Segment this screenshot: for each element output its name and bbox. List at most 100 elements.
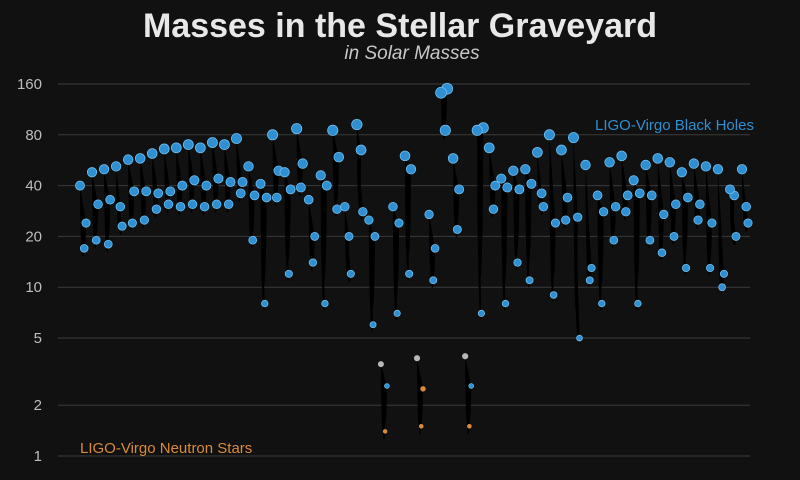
progenitor-b-point [151,204,162,214]
progenitor-a-point [285,184,296,195]
progenitor-a-point [117,221,127,231]
progenitor-a-point [249,190,260,201]
merger-line [561,150,568,229]
progenitor-b-point [525,276,534,285]
progenitor-b-point [645,235,655,245]
merger-line [681,172,688,276]
remnant-point [255,178,266,189]
progenitor-a-point [225,177,236,188]
remnant-point [700,161,712,172]
progenitor-b-point [598,299,606,308]
progenitor-b-point [669,232,679,241]
remnant-point [483,142,495,154]
progenitor-b-point [187,199,198,210]
progenitor-a-point [141,186,152,197]
progenitor-a-point [384,383,390,389]
progenitor-b-point [573,212,583,222]
merger-line [320,175,327,311]
legend-neutron-stars: LIGO-Virgo Neutron Stars [80,440,252,457]
remnant-point [688,158,700,169]
merger-line [128,159,135,232]
progenitor-b-point [199,201,210,212]
merger-line [621,155,628,221]
merger-line [417,358,424,435]
remnant-point [231,133,242,145]
remnant-point [520,164,531,175]
progenitor-a-point [562,192,573,203]
progenitor-a-point [333,151,345,163]
merger-line [537,152,544,216]
merger-line [429,214,436,289]
remnant-point [736,164,748,175]
progenitor-b-point [79,244,89,253]
progenitor-b-point [513,258,522,267]
remnant-point [496,173,507,184]
progenitor-b-point [175,201,186,212]
progenitor-a-point [213,173,224,184]
remnant-point [206,137,218,148]
progenitor-b-point [211,199,222,210]
remnant-point [351,118,363,131]
progenitor-b-point [634,299,642,308]
progenitor-b-point [308,258,318,267]
progenitor-b-point [501,299,510,308]
remnant-point [435,86,447,99]
progenitor-b-point [418,423,424,429]
remnant-point [652,153,663,164]
merger-line [513,170,520,271]
merger-line [645,164,652,249]
progenitor-b-point [452,224,462,234]
progenitor-a-point [538,201,549,212]
progenitor-b-point [261,299,269,308]
progenitor-a-point [468,383,474,389]
progenitor-b-point [561,215,571,225]
progenitor-b-point [284,269,293,278]
merger-line [657,158,664,261]
progenitor-a-point [707,218,717,228]
progenitor-b-point [488,204,499,214]
progenitor-a-point [634,188,645,199]
progenitor-b-point [271,192,282,203]
merger-line [368,220,375,333]
progenitor-b-point [405,269,414,278]
progenitor-a-point [370,232,380,241]
merger-line [573,137,580,345]
merger-line [116,166,123,235]
progenitor-b-point [355,144,367,156]
remnant-point [725,184,735,195]
progenitor-b-point [439,124,451,136]
progenitor-b-point [467,423,472,429]
progenitor-a-point [659,209,669,220]
merger-line [284,172,291,282]
progenitor-a-point [420,386,426,392]
remnant-point [86,167,98,178]
remnant-point [267,129,279,141]
progenitor-a-point [587,263,596,273]
remnant-point [424,209,434,220]
merger-line [729,189,736,246]
chart-subtitle: in Solar Masses [344,43,480,64]
merger-line [392,206,399,321]
progenitor-a-point [719,269,728,278]
progenitor-b-point [139,215,149,225]
remnant-point [556,144,567,156]
progenitor-b-point [718,283,726,292]
progenitor-b-point [127,218,137,228]
progenitor-b-point [248,235,258,245]
y-tick-label: 10 [25,279,42,296]
progenitor-a-point [105,194,115,205]
remnant-point [303,194,314,205]
progenitor-b-point [609,235,619,245]
progenitor-a-point [346,269,355,278]
progenitor-b-point [295,182,306,193]
merger-line [477,127,484,320]
progenitor-a-point [189,175,200,186]
merger-line [693,163,700,229]
progenitor-b-point [223,199,234,210]
progenitor-a-point [237,177,248,188]
remnant-point [388,201,398,212]
progenitor-a-point [394,218,404,228]
remnant-point [462,353,469,360]
merger-line [176,147,183,216]
merger-line [549,134,556,302]
